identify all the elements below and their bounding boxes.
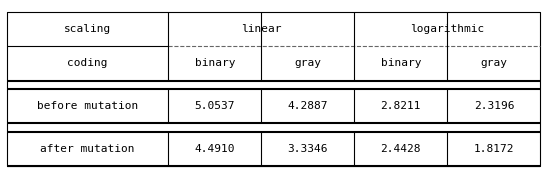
Text: gray: gray [294, 58, 321, 69]
Text: binary: binary [195, 58, 235, 69]
Text: 1.8172: 1.8172 [474, 144, 514, 154]
Text: 3.3346: 3.3346 [288, 144, 328, 154]
Text: 4.2887: 4.2887 [288, 101, 328, 111]
Text: after mutation: after mutation [40, 144, 135, 154]
Text: coding: coding [67, 58, 108, 69]
Text: scaling: scaling [64, 24, 111, 34]
Text: binary: binary [381, 58, 421, 69]
Text: 4.4910: 4.4910 [195, 144, 235, 154]
Text: 2.4428: 2.4428 [381, 144, 421, 154]
Text: linear: linear [241, 24, 282, 34]
Text: 5.0537: 5.0537 [195, 101, 235, 111]
Text: logarithmic: logarithmic [410, 24, 485, 34]
Text: gray: gray [480, 58, 508, 69]
Text: 2.8211: 2.8211 [381, 101, 421, 111]
Text: 2.3196: 2.3196 [474, 101, 514, 111]
Text: before mutation: before mutation [37, 101, 138, 111]
